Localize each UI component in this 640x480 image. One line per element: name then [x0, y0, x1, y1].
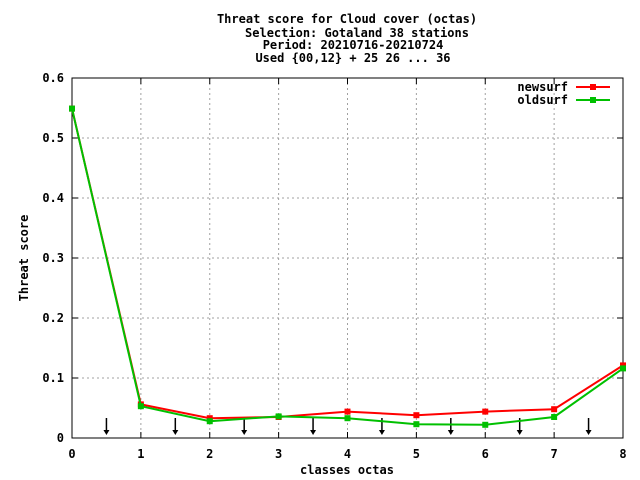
arrow-marker-head [585, 430, 592, 435]
arrow-marker-head [310, 430, 317, 435]
data-point-newsurf [482, 408, 489, 415]
arrow-marker-head [447, 430, 454, 435]
arrow-marker-head [103, 430, 110, 435]
data-point-oldsurf [206, 418, 213, 425]
y-tick-label: 0.4 [42, 191, 64, 205]
data-point-newsurf [344, 408, 351, 415]
series-line-oldsurf [71, 108, 624, 426]
legend-marker-newsurf [590, 84, 596, 90]
data-point-oldsurf [413, 421, 420, 428]
data-point-oldsurf [482, 421, 489, 428]
x-tick-label: 1 [137, 447, 144, 461]
title-line-3: Period: 20210716-20210724 [263, 38, 444, 52]
data-point-oldsurf [137, 403, 144, 410]
arrow-marker-head [378, 430, 385, 435]
y-tick-label: 0.1 [42, 371, 64, 385]
legend-marker-oldsurf [590, 97, 596, 103]
data-point-oldsurf [344, 415, 351, 422]
x-tick-label: 7 [551, 447, 558, 461]
grid [72, 78, 623, 438]
y-axis-label: Threat score [17, 215, 31, 302]
arrow-marker-head [516, 430, 523, 435]
data-point-oldsurf [69, 105, 75, 112]
arrow-marker-head [172, 430, 179, 435]
y-tick-label: 0.3 [42, 251, 64, 265]
y-tick-label: 0.2 [42, 311, 64, 325]
x-tick-label: 3 [275, 447, 282, 461]
series-layer [69, 105, 626, 428]
x-tick-label: 0 [68, 447, 75, 461]
title-line-1: Threat score for Cloud cover (octas) [217, 12, 477, 26]
legend-label-newsurf: newsurf [517, 80, 568, 94]
chart-title: Threat score for Cloud cover (octas) Sel… [217, 12, 477, 65]
title-line-2: Selection: Gotaland 38 stations [245, 26, 469, 40]
x-tick-label: 8 [619, 447, 626, 461]
x-tick-label: 6 [482, 447, 489, 461]
data-point-oldsurf [551, 414, 558, 420]
y-tick-label: 0 [57, 431, 64, 445]
y-tick-label: 0.6 [42, 71, 64, 85]
legend: newsurf oldsurf [517, 80, 610, 107]
data-point-oldsurf [275, 413, 282, 420]
arrow-markers [103, 418, 592, 435]
data-point-newsurf [413, 412, 420, 419]
x-tick-label: 2 [206, 447, 213, 461]
data-point-oldsurf [620, 365, 626, 372]
y-tick-label: 0.5 [42, 131, 64, 145]
title-line-4: Used {00,12} + 25 26 ... 36 [255, 51, 450, 65]
x-tick-label: 4 [344, 447, 351, 461]
x-tick-label: 5 [413, 447, 420, 461]
x-axis-label: classes octas [300, 463, 394, 477]
data-point-newsurf [551, 406, 558, 413]
axis-ticks: 0 1 2 3 4 5 6 7 8 0 0.1 0.2 0.3 0.4 0.5 0.6 [42, 71, 626, 461]
legend-label-oldsurf: oldsurf [517, 93, 568, 107]
arrow-marker-head [241, 430, 248, 435]
